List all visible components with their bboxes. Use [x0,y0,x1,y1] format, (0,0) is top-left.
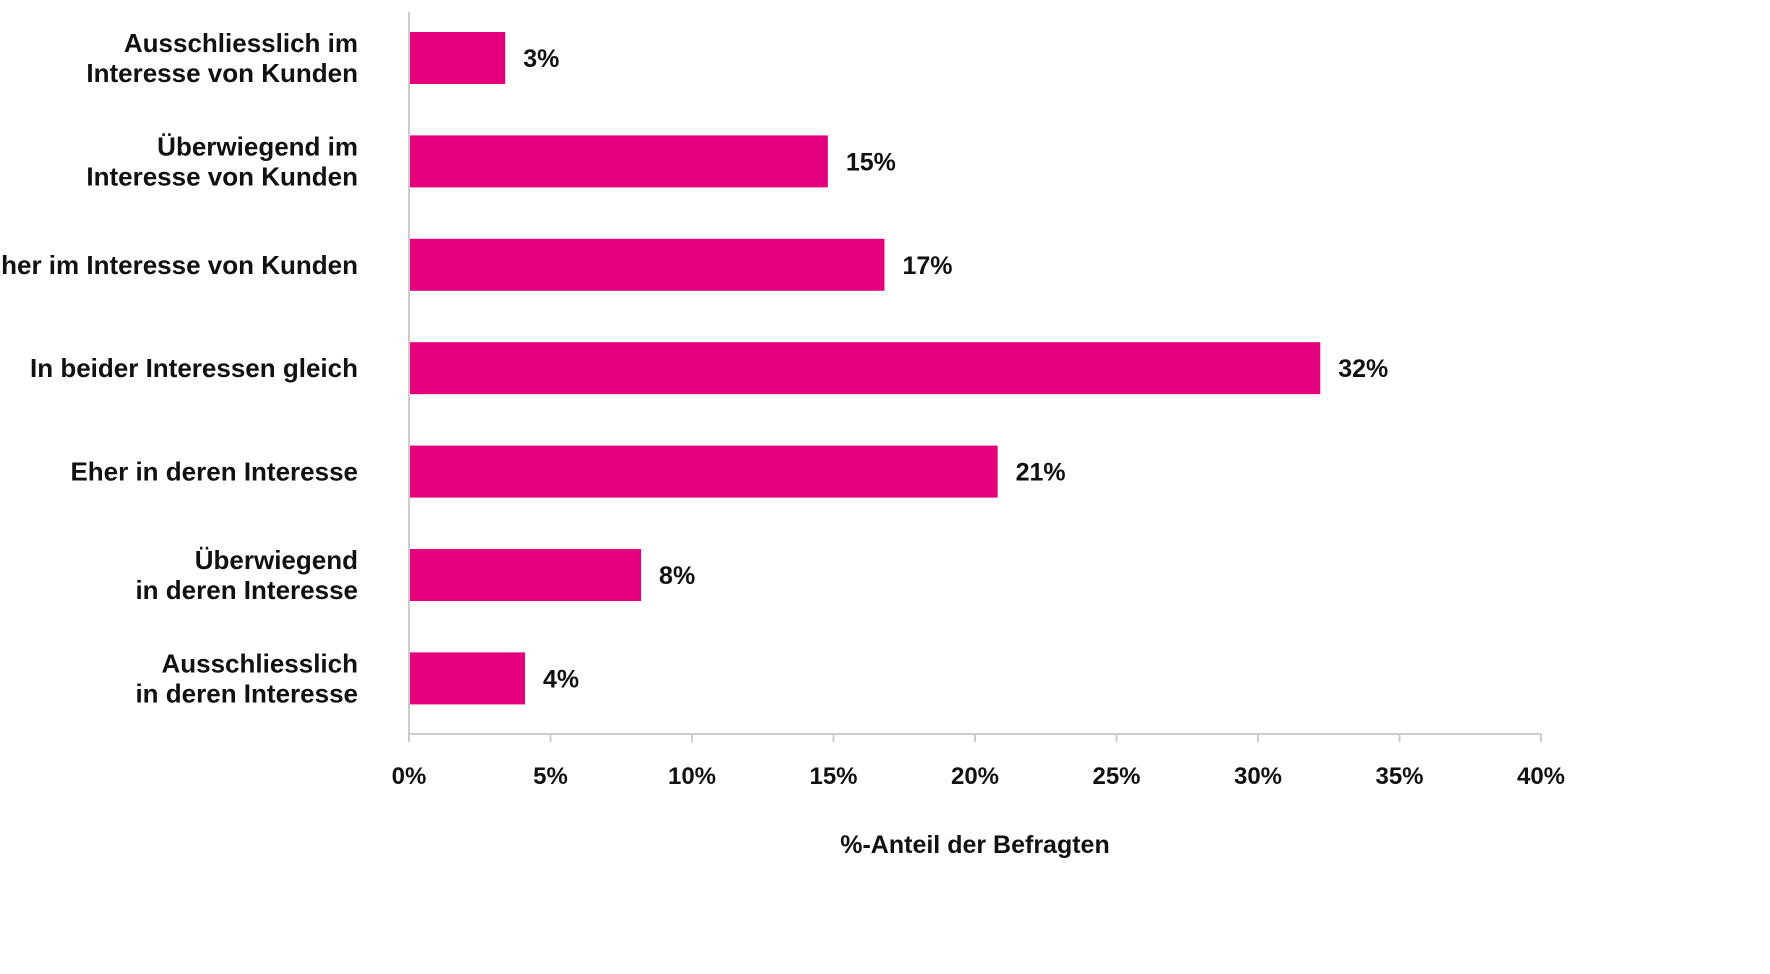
category-label-line: Eher in deren Interesse [70,457,358,487]
category-label-line: Überwiegend im [157,131,358,161]
x-tick-label: 15% [809,763,857,790]
bar [409,652,526,705]
x-tick-label: 35% [1375,763,1423,790]
category-label-line: in deren Interesse [135,575,358,605]
category-label: In beider Interessen gleich [30,353,358,383]
bar [409,549,642,601]
bar-value-label: 17% [902,252,952,280]
category-label-line: in deren Interesse [135,678,358,708]
bar [409,445,998,498]
x-tick-label: 40% [1517,763,1565,790]
x-tick-label: 20% [951,763,999,790]
bar [409,32,506,84]
bar [409,342,1321,395]
x-tick-label: 0% [392,763,427,790]
category-label-line: Überwiegend [195,545,358,575]
bar-value-label: 3% [523,45,559,73]
x-tick-label: 30% [1234,763,1282,790]
bar [409,135,828,188]
x-tick-label: 25% [1092,763,1140,790]
bar-value-label: 21% [1016,459,1066,487]
category-label: Überwiegend im Interesse von Kunden [86,131,358,191]
category-label-line: Ausschliesslich im [124,28,358,58]
category-label-line: In beider Interessen gleich [30,353,358,383]
category-label-line: Eher im Interesse von Kunden [0,250,358,280]
category-label: Eher im Interesse von Kunden [0,250,358,280]
bar [409,238,885,291]
category-label-line: Interesse von Kunden [86,58,358,88]
category-label-line: Ausschliesslich [161,648,358,678]
x-tick-label: 5% [533,763,568,790]
bar-value-label: 4% [543,665,579,693]
category-label-line: Interesse von Kunden [86,161,358,191]
category-label: Eher in deren Interesse [70,457,358,487]
bars-layer [409,32,1321,705]
bar-value-label: 32% [1338,355,1388,383]
bar-value-label: 8% [659,562,695,590]
x-tick-label: 10% [668,763,716,790]
category-label: Ausschliesslich in deren Interesse [135,648,358,708]
category-label: Überwiegend in deren Interesse [135,545,358,605]
category-label: Ausschliesslich im Interesse von Kunden [86,28,358,88]
x-axis-title: %-Anteil der Befragten [840,831,1109,859]
axis-layer: 0% 5% 10% 15% 20% 25% 30% 35% 40% [392,12,1565,790]
labels-layer: 3%Ausschliesslich im Interesse von Kunden… [0,28,1388,708]
bar-value-label: 15% [846,148,896,176]
